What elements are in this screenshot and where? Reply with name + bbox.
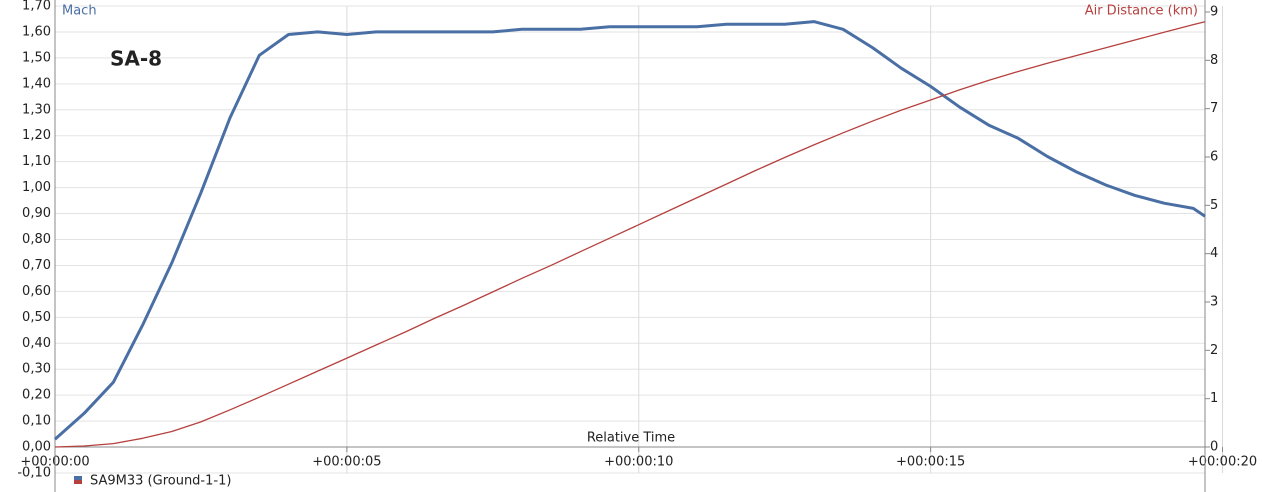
y2-tick-label: 4 <box>1210 246 1218 261</box>
y2-tick-label: 8 <box>1210 53 1218 68</box>
y2-tick-label: 7 <box>1210 101 1218 116</box>
y-tick-label: 1,00 <box>22 180 51 195</box>
y-tick-label: 0,50 <box>22 310 51 325</box>
x-tick-label: +00:00:05 <box>312 455 381 470</box>
y2-tick-label: 6 <box>1210 150 1218 165</box>
y-tick-label: 0,20 <box>22 388 51 403</box>
y-tick-label: 0,80 <box>22 232 51 247</box>
y-tick-label: 1,40 <box>22 76 51 91</box>
y-tick-label: 0,40 <box>22 336 51 351</box>
y2-tick-label: 9 <box>1210 5 1218 20</box>
y-tick-label: 0,70 <box>22 258 51 273</box>
y2-tick-label: 2 <box>1210 343 1218 358</box>
line-series <box>54 21 1206 448</box>
y-tick-label: 1,20 <box>22 128 51 143</box>
y2-tick-label: 0 <box>1210 440 1218 455</box>
y-tick-label: 0,10 <box>22 414 51 429</box>
x-tick-label: +00:00:10 <box>604 455 673 470</box>
y-axis-label: Mach <box>62 4 97 19</box>
legend-swatch <box>74 480 82 484</box>
grid <box>54 5 1224 474</box>
y2-tick-label: 5 <box>1210 198 1218 213</box>
y-tick-label: 0,90 <box>22 206 51 221</box>
x-tick-label: +00:00:15 <box>896 455 965 470</box>
y-tick-label: 1,50 <box>22 50 51 65</box>
y-tick-label: 1,30 <box>22 102 51 117</box>
y2-axis-label: Air Distance (km) <box>1085 4 1198 19</box>
x-tick-label: +00:00:20 <box>1188 455 1257 470</box>
y-tick-label: 0,60 <box>22 284 51 299</box>
y2-tick-label: 3 <box>1210 295 1218 310</box>
y-tick-label: 1,70 <box>22 0 51 14</box>
line-series <box>54 20 1206 441</box>
y-tick-label: -0,10 <box>17 466 51 481</box>
y-tick-label: 0,30 <box>22 362 51 377</box>
y-tick-label: 1,10 <box>22 154 51 169</box>
chart-title: SA-8 <box>110 47 162 71</box>
y-tick-label: 0,00 <box>22 440 51 455</box>
x-axis-label: Relative Time <box>587 431 675 446</box>
legend-label: SA9M33 (Ground-1-1) <box>90 474 231 489</box>
legend-swatch <box>74 476 82 480</box>
y2-tick-label: 1 <box>1210 391 1218 406</box>
y-tick-label: 1,60 <box>22 24 51 39</box>
